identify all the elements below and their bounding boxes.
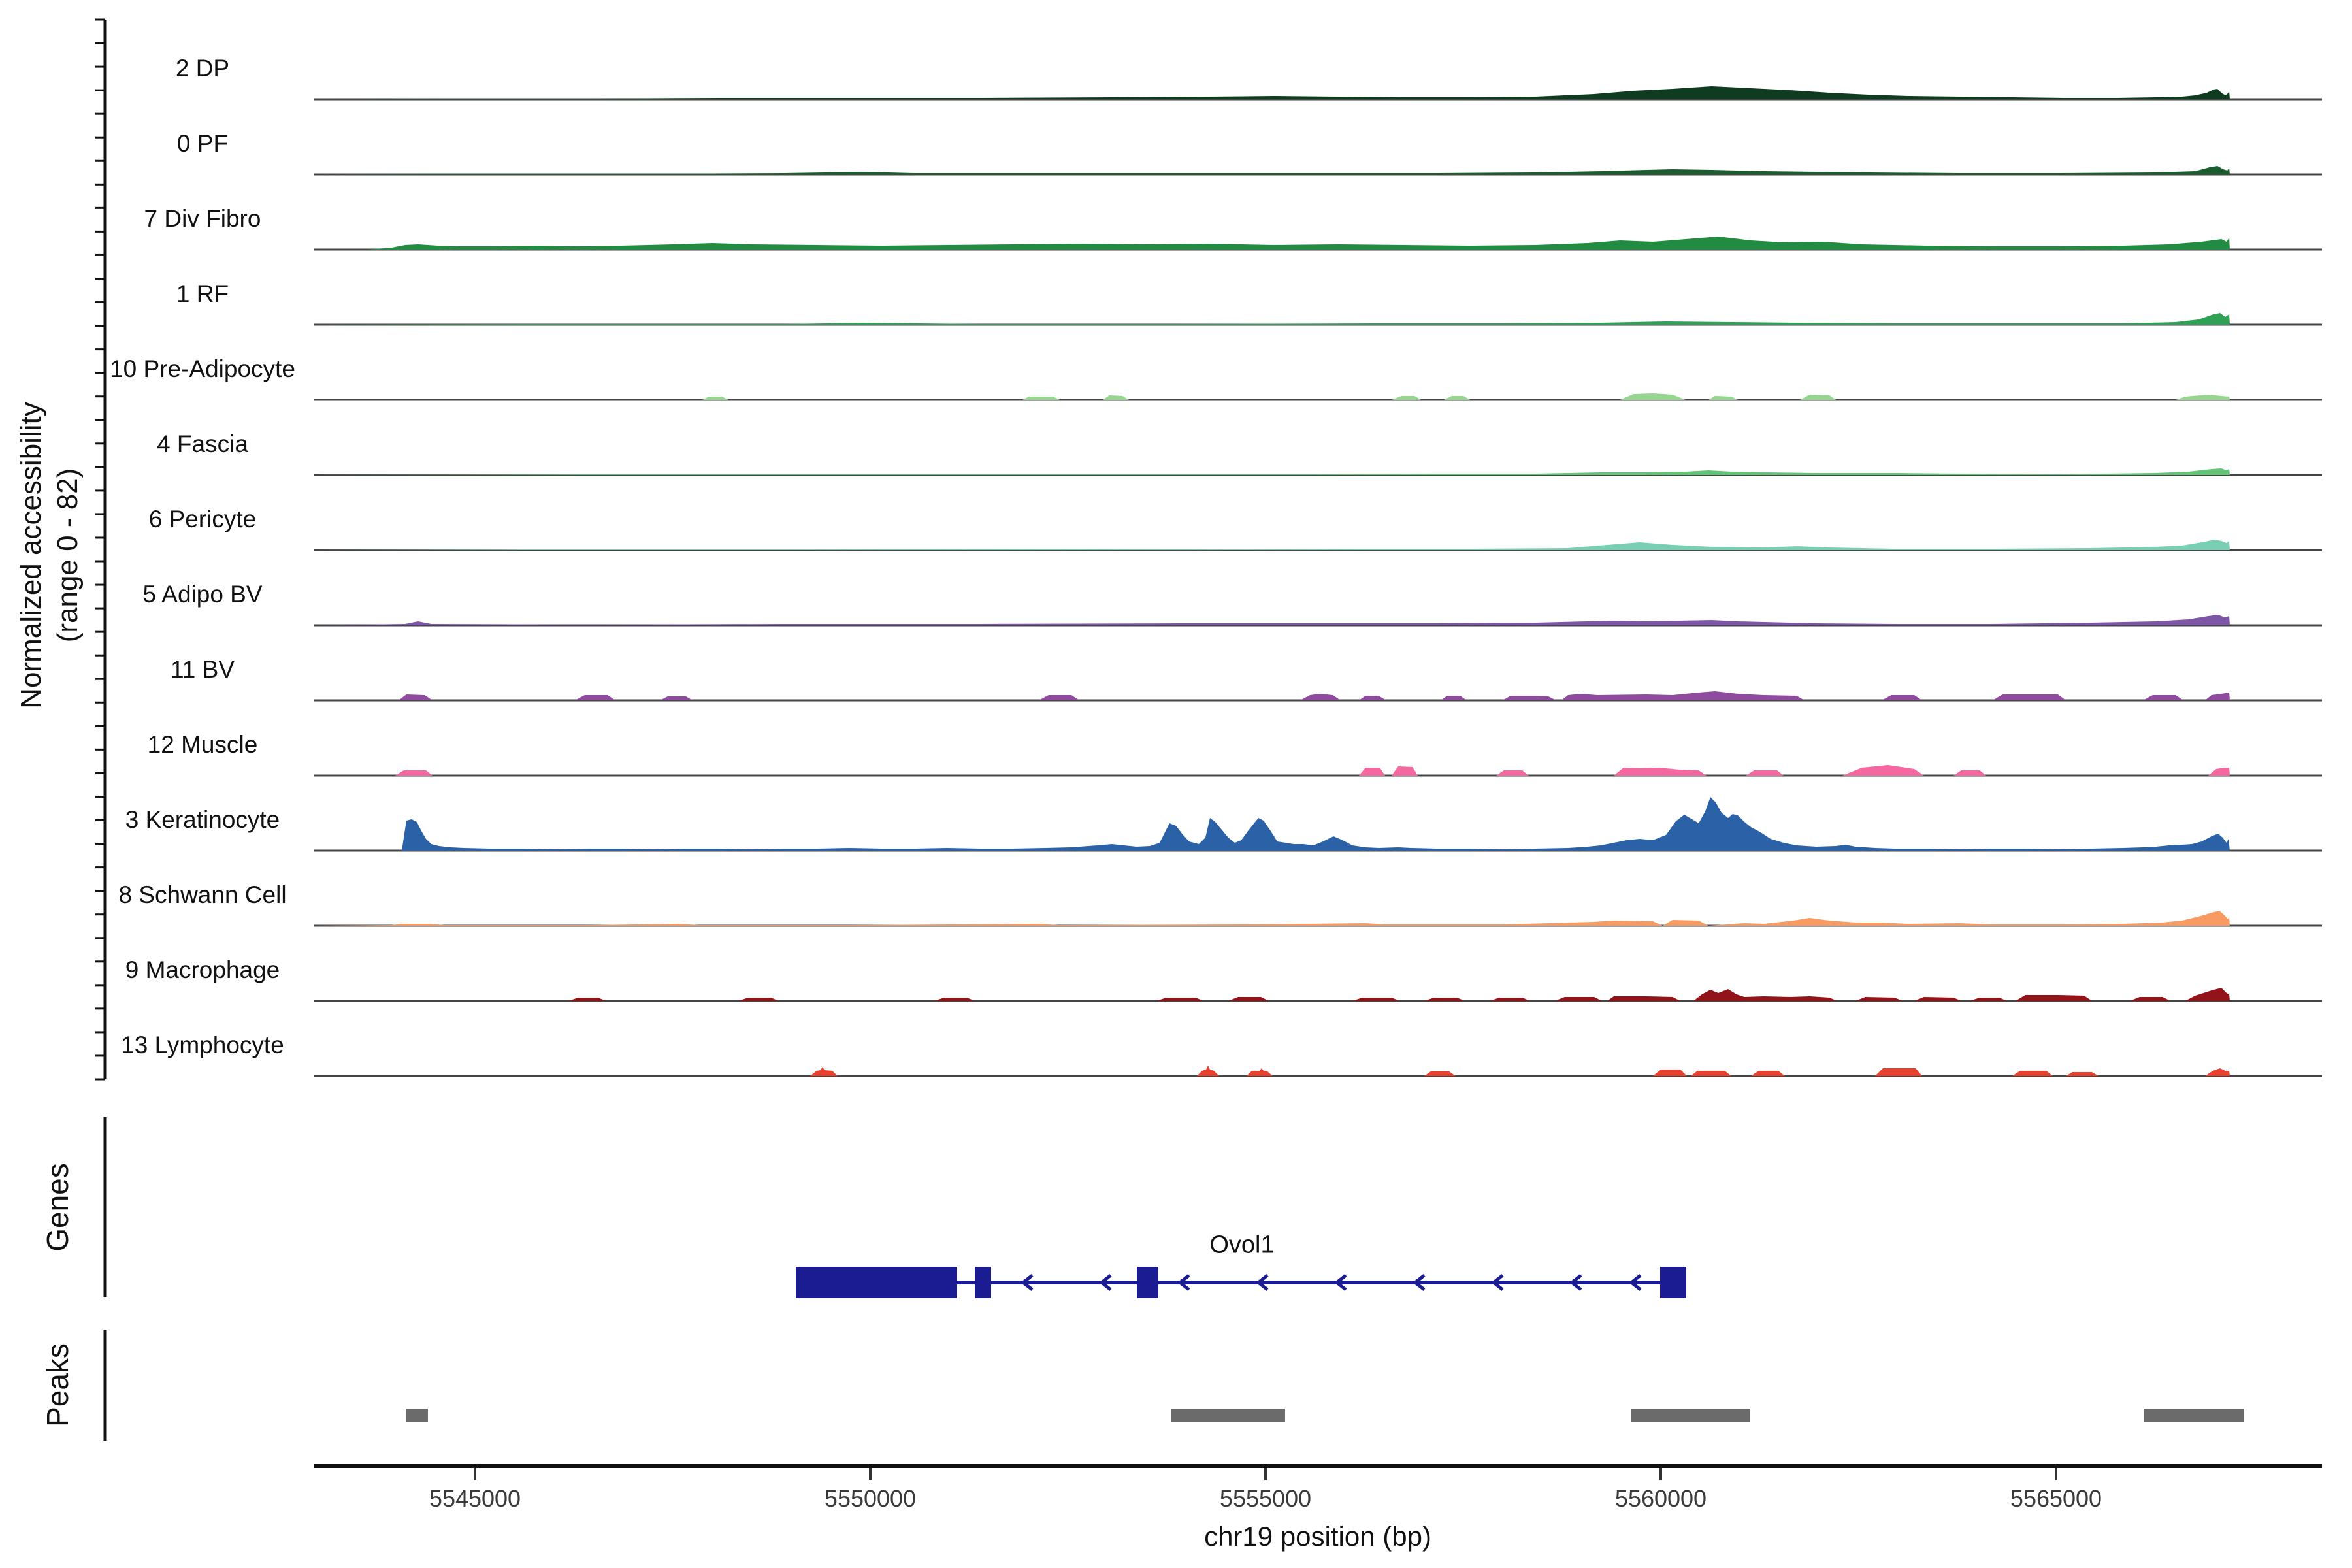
signal-7-div-fibro bbox=[314, 237, 2230, 250]
minus-strand-arrow-icon bbox=[1333, 1274, 1347, 1291]
track-label: 13 Lymphocyte bbox=[121, 1032, 284, 1058]
track-label: 0 PF bbox=[177, 130, 228, 157]
signal-1-rf bbox=[314, 313, 2230, 325]
y-axis-label-line1: Normalized accessibility bbox=[15, 402, 47, 709]
signal-2-dp bbox=[314, 86, 2230, 99]
y-axis-label: Normalized accessibility (range 0 - 82) bbox=[13, 402, 86, 708]
track-label: 8 Schwann Cell bbox=[118, 881, 286, 908]
gene-name-label: Ovol1 bbox=[1209, 1231, 1275, 1259]
minus-strand-arrow-icon bbox=[1569, 1274, 1582, 1291]
minus-strand-arrow-icon bbox=[1628, 1274, 1642, 1291]
track-label: 9 Macrophage bbox=[125, 956, 280, 983]
track-label: 4 Fascia bbox=[157, 431, 248, 457]
track-label: 1 RF bbox=[176, 280, 229, 307]
track-label: 3 Keratinocyte bbox=[125, 806, 280, 833]
x-tick-label: 5545000 bbox=[429, 1485, 521, 1512]
signal-12-muscle bbox=[314, 765, 2230, 776]
minus-strand-arrow-icon bbox=[1255, 1274, 1269, 1291]
gene-exon bbox=[1660, 1267, 1686, 1298]
track-label: 6 Pericyte bbox=[149, 506, 257, 532]
signal-8-schwann-cell bbox=[314, 911, 2230, 926]
minus-strand-arrow-icon bbox=[1020, 1274, 1034, 1291]
peak-region bbox=[1631, 1409, 1750, 1422]
gene-exon bbox=[975, 1267, 991, 1298]
signal-6-pericyte bbox=[314, 540, 2230, 550]
peak-region bbox=[2144, 1409, 2244, 1422]
signal-5-adipo-bv bbox=[314, 615, 2230, 625]
minus-strand-arrow-icon bbox=[1412, 1274, 1426, 1291]
x-tick-label: 5560000 bbox=[1615, 1485, 1707, 1512]
track-label: 11 BV bbox=[171, 656, 235, 683]
minus-strand-arrow-icon bbox=[1098, 1274, 1112, 1291]
peaks-section-label: Peaks bbox=[41, 1343, 74, 1427]
minus-strand-arrow-icon bbox=[1177, 1274, 1190, 1291]
track-label: 2 DP bbox=[176, 55, 229, 82]
x-axis-label: chr19 position (bp) bbox=[1204, 1521, 1431, 1552]
x-tick-label: 5550000 bbox=[825, 1485, 916, 1512]
signal-4-fascia bbox=[314, 468, 2230, 475]
minus-strand-arrow-icon bbox=[1490, 1274, 1504, 1291]
signal-13-lymphocyte bbox=[314, 1066, 2230, 1076]
y-axis-label-line2: (range 0 - 82) bbox=[52, 468, 84, 643]
x-tick-label: 5555000 bbox=[1220, 1485, 1311, 1512]
signal-9-macrophage bbox=[314, 988, 2230, 1001]
gene-exon bbox=[796, 1267, 957, 1298]
x-tick-label: 5565000 bbox=[2010, 1485, 2102, 1512]
peak-region bbox=[406, 1409, 428, 1422]
signal-11-bv bbox=[314, 691, 2230, 700]
genes-section-label: Genes bbox=[41, 1163, 74, 1252]
track-label: 12 Muscle bbox=[148, 731, 258, 758]
signal-3-keratinocyte bbox=[314, 797, 2230, 851]
track-label: 7 Div Fibro bbox=[144, 205, 261, 232]
track-label: 10 Pre-Adipocyte bbox=[110, 355, 295, 382]
signal-0-pf bbox=[314, 166, 2230, 174]
gene-exon bbox=[1137, 1267, 1158, 1298]
peak-region bbox=[1171, 1409, 1285, 1422]
track-label: 5 Adipo BV bbox=[142, 581, 262, 608]
